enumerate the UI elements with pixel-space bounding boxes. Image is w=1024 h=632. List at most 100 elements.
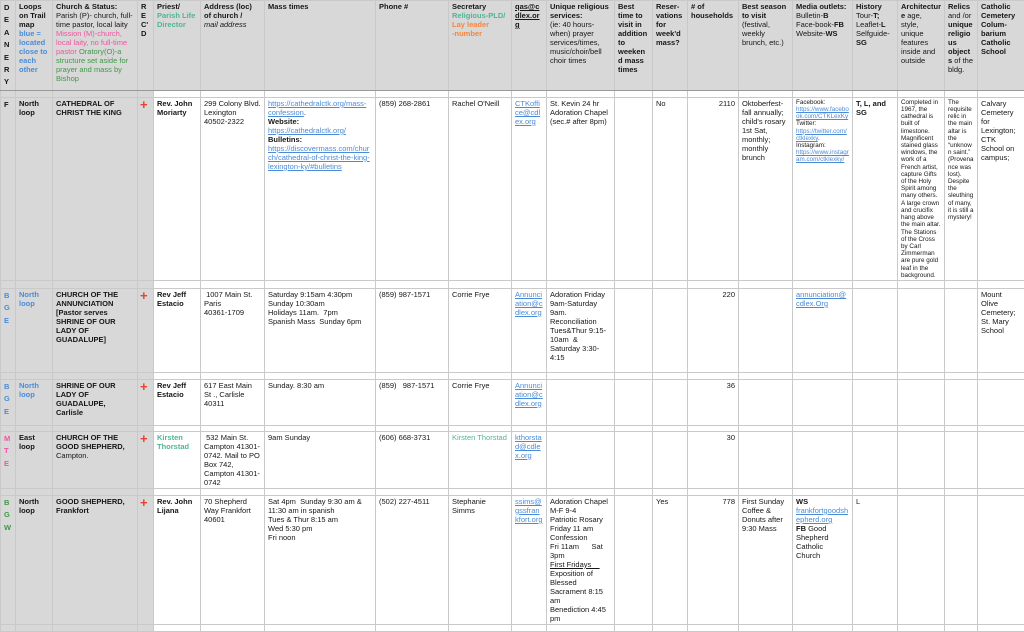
r5-history[interactable]: L [853, 495, 898, 624]
r4-priest[interactable]: Kirsten Thorstad [154, 431, 201, 488]
r4-cemetery[interactable] [978, 431, 1024, 488]
empty-cell[interactable] [376, 488, 449, 495]
empty-cell[interactable] [898, 624, 945, 631]
r3-unique-services[interactable] [547, 379, 615, 425]
header-loops[interactable]: Loops on Trail map blue = located close … [16, 1, 53, 91]
email-link[interactable]: kthorstad@cdlex.org [515, 433, 542, 460]
r2-media[interactable]: annunciation@cdlex.Org [793, 288, 853, 372]
empty-cell[interactable] [16, 280, 53, 288]
empty-cell[interactable] [16, 624, 53, 631]
r2-priest[interactable]: Rev Jeff Estacio [154, 288, 201, 372]
empty-cell[interactable] [945, 280, 978, 288]
empty-cell[interactable] [512, 488, 547, 495]
empty-cell[interactable] [449, 90, 512, 97]
r5-loop[interactable]: North loop [16, 495, 53, 624]
website-link[interactable]: https://cathedralctk.org/ [268, 126, 346, 135]
empty-cell[interactable] [653, 488, 688, 495]
header-priest[interactable]: Priest/ Parish Life Director [154, 1, 201, 91]
r1-deanery[interactable]: F [1, 97, 16, 280]
email-link[interactable]: Annunciation@cdlex.org [515, 381, 543, 408]
r1-church[interactable]: CATHEDRAL OF CHRIST THE KING [53, 97, 138, 280]
empty-cell[interactable] [547, 90, 615, 97]
r5-email[interactable]: ssims@gssfrankfort.org [512, 495, 547, 624]
empty-cell[interactable] [615, 488, 653, 495]
empty-cell[interactable] [376, 280, 449, 288]
r4-email[interactable]: kthorstad@cdlex.org [512, 431, 547, 488]
empty-cell[interactable] [898, 280, 945, 288]
r2-cemetery[interactable]: Mount Olive Cemetery; St. Mary School [978, 288, 1024, 372]
r5-relics[interactable] [945, 495, 978, 624]
r3-deanery[interactable]: B G E [1, 379, 16, 425]
empty-cell[interactable] [615, 280, 653, 288]
empty-cell[interactable] [898, 90, 945, 97]
empty-cell[interactable] [739, 624, 793, 631]
empty-cell[interactable] [265, 488, 376, 495]
r2-best-time[interactable] [615, 288, 653, 372]
r4-unique-services[interactable] [547, 431, 615, 488]
r2-architecture[interactable] [898, 288, 945, 372]
r5-households[interactable]: 778 [688, 495, 739, 624]
r4-relics[interactable] [945, 431, 978, 488]
empty-cell[interactable] [688, 624, 739, 631]
r3-cemetery[interactable] [978, 379, 1024, 425]
r4-best-time[interactable] [615, 431, 653, 488]
r5-unique-services[interactable]: Adoration Chapel M-F 9-4 Patriotic Rosar… [547, 495, 615, 624]
email-link[interactable]: ssims@gssfrankfort.org [515, 497, 543, 524]
r4-households[interactable]: 30 [688, 431, 739, 488]
empty-cell[interactable] [793, 90, 853, 97]
empty-cell[interactable] [376, 90, 449, 97]
r3-phone[interactable]: (859) 987-1571 [376, 379, 449, 425]
empty-cell[interactable] [449, 280, 512, 288]
empty-cell[interactable] [265, 90, 376, 97]
empty-cell[interactable] [688, 488, 739, 495]
r2-reservations[interactable] [653, 288, 688, 372]
empty-cell[interactable] [653, 280, 688, 288]
empty-cell[interactable] [154, 280, 201, 288]
header-qas-email[interactable]: qas@cdlex.org [512, 1, 547, 91]
header-media-outlets[interactable]: Media outlets: Bulletin-B Face-book-FB W… [793, 1, 853, 91]
empty-cell[interactable] [376, 372, 449, 379]
r2-church[interactable]: CHURCH OF THE ANNUNCIATION [Pastor serve… [53, 288, 138, 372]
email-link[interactable]: CTKoffice@cdlex.org [515, 99, 540, 126]
empty-cell[interactable] [138, 372, 154, 379]
empty-cell[interactable] [201, 372, 265, 379]
header-phone[interactable]: Phone # [376, 1, 449, 91]
empty-cell[interactable] [376, 624, 449, 631]
empty-cell[interactable] [688, 372, 739, 379]
empty-cell[interactable] [138, 90, 154, 97]
empty-cell[interactable] [945, 624, 978, 631]
empty-cell[interactable] [154, 488, 201, 495]
r5-best-season[interactable]: First Sunday Coffee & Donuts after 9:30 … [739, 495, 793, 624]
empty-cell[interactable] [547, 488, 615, 495]
r3-media[interactable] [793, 379, 853, 425]
empty-cell[interactable] [512, 624, 547, 631]
empty-cell[interactable] [449, 372, 512, 379]
header-architecture[interactable]: Architecture age, style, unique features… [898, 1, 945, 91]
header-deanery[interactable]: D E A N E R Y [1, 1, 16, 91]
r5-mass-times[interactable]: Sat 4pm Sunday 9:30 am & 11:30 am in spa… [265, 495, 376, 624]
empty-cell[interactable] [53, 624, 138, 631]
r2-mass-times[interactable]: Saturday 9:15am 4:30pm Sunday 10:30am Ho… [265, 288, 376, 372]
r2-email[interactable]: Annunciation@cdlex.org [512, 288, 547, 372]
header-best-time[interactable]: Best time to visit in addition to weeken… [615, 1, 653, 91]
header-cemetery-school[interactable]: Catholic Cemetery Colum-barium Catholic … [978, 1, 1024, 91]
r5-priest[interactable]: Rev. John Lijana [154, 495, 201, 624]
empty-cell[interactable] [16, 488, 53, 495]
r4-church[interactable]: CHURCH OF THE GOOD SHEPHERD, Campton. [53, 431, 138, 488]
empty-cell[interactable] [653, 90, 688, 97]
r4-deanery[interactable]: M T E [1, 431, 16, 488]
r2-households[interactable]: 220 [688, 288, 739, 372]
header-address[interactable]: Address (loc) of church / mail address [201, 1, 265, 91]
r4-recd[interactable]: + [138, 431, 154, 488]
empty-cell[interactable] [547, 624, 615, 631]
r3-church[interactable]: SHRINE OF OUR LADY OF GUADALUPE, Carlisl… [53, 379, 138, 425]
empty-cell[interactable] [53, 372, 138, 379]
empty-cell[interactable] [1, 280, 16, 288]
r1-priest[interactable]: Rev. John Moriarty [154, 97, 201, 280]
header-church-status[interactable]: Church & Status: Parish (P)- church, ful… [53, 1, 138, 91]
header-mass-times[interactable]: Mass times [265, 1, 376, 91]
r1-media[interactable]: Facebook: https://www.facebook.com/CTKLe… [793, 97, 853, 280]
r2-relics[interactable] [945, 288, 978, 372]
empty-cell[interactable] [201, 488, 265, 495]
r1-relics[interactable]: The requisite relic in the main altar is… [945, 97, 978, 280]
